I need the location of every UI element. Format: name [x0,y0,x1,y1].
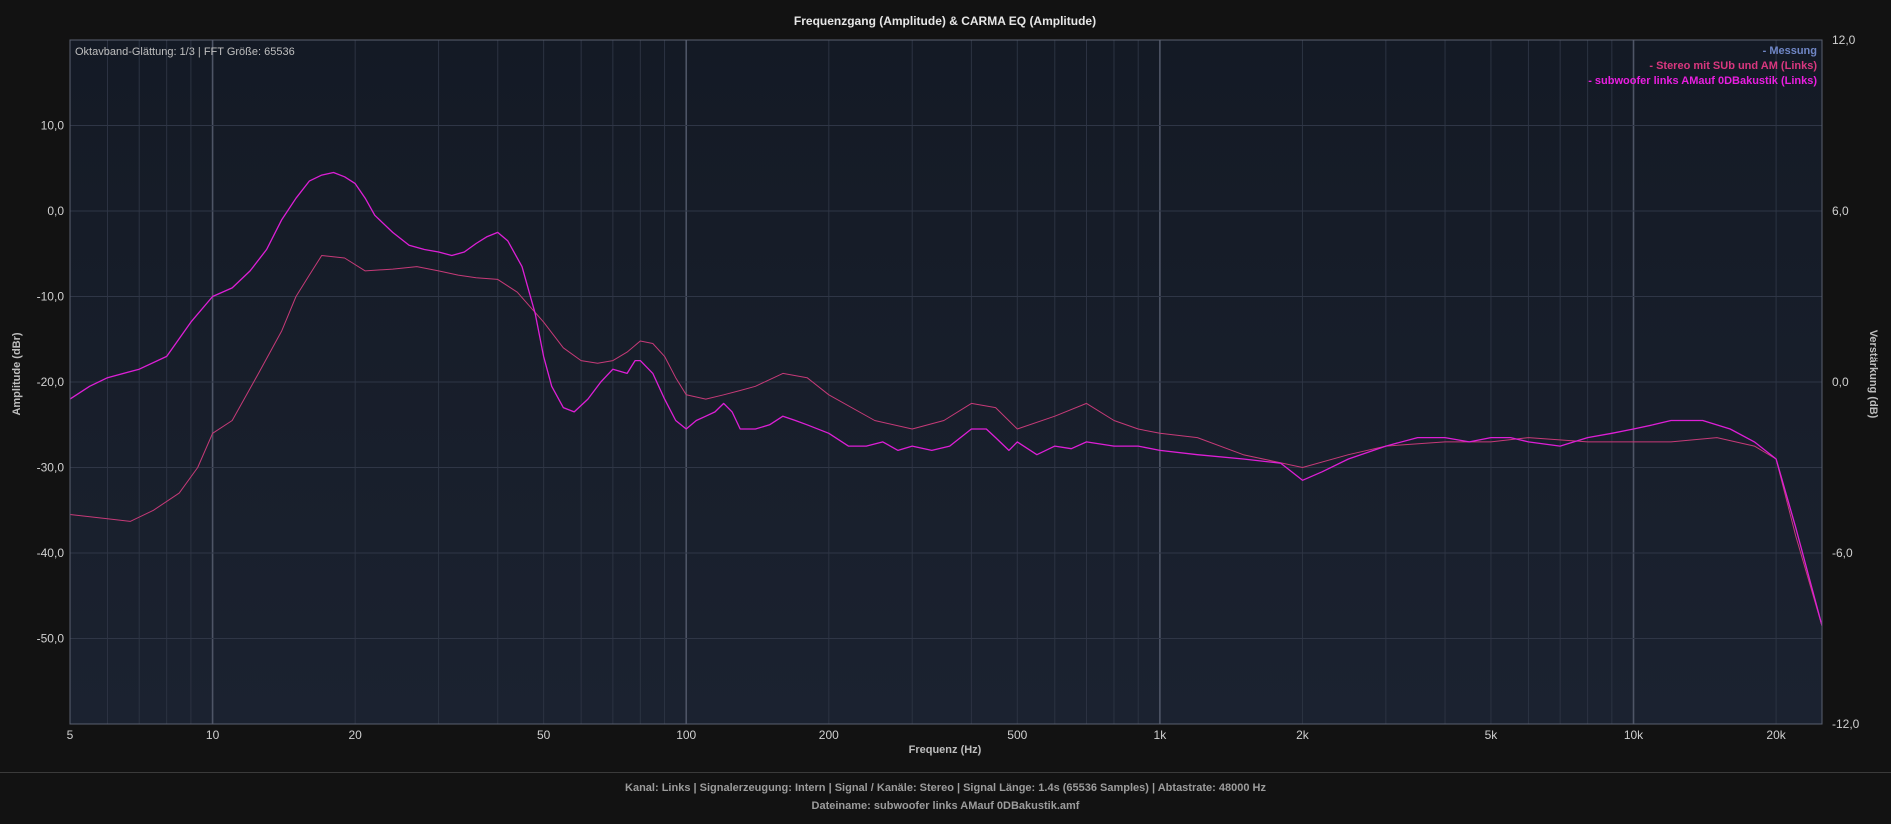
x-tick-label: 20 [348,728,362,742]
y-tick-label: 0,0 [47,204,64,218]
x-axis-label: Frequenz (Hz) [909,744,982,756]
y-tick-label: -30,0 [37,461,65,475]
footer-signal-info: Kanal: Links | Signalerzeugung: Intern |… [625,782,1266,794]
y2-axis-ticks: 12,0 6,0 0,0 -6,0 -12,0 [1832,33,1860,731]
y-axis-label: Amplitude (dBr) [11,332,23,415]
y-tick-label: -10,0 [37,290,65,304]
series-line-2 [69,171,1823,626]
legend-entry: - subwoofer links AMauf 0DBakustik (Link… [1588,75,1817,87]
chart-title: Frequenzgang (Amplitude) & CARMA EQ (Amp… [794,14,1096,28]
x-tick-label: 5k [1485,728,1499,742]
legend: - Messung - Stereo mit SUb und AM (Links)… [1588,45,1817,87]
x-axis-ticks: 5 10 20 50 100 200 500 1k 2k 5k 10k 20k [67,728,1787,742]
x-tick-label: 1k [1154,728,1168,742]
x-tick-label: 5 [67,728,74,742]
x-tick-label: 20k [1766,728,1786,742]
status-footer: Kanal: Links | Signalerzeugung: Intern |… [0,772,1891,824]
major-gridlines [70,40,1822,724]
y-axis-ticks: 10,0 0,0 -10,0 -20,0 -30,0 -40,0 -50,0 [37,119,65,646]
x-tick-label: 10 [206,728,220,742]
x-tick-label: 200 [819,728,839,742]
y-tick-label: -40,0 [37,546,65,560]
x-tick-label: 2k [1296,728,1310,742]
frequency-response-chart: Frequenzgang (Amplitude) & CARMA EQ (Amp… [11,14,1879,756]
y2-axis-label: Verstärkung (dB) [1867,330,1879,419]
legend-entry: - Stereo mit SUb und AM (Links) [1649,60,1817,72]
x-tick-label: 500 [1007,728,1027,742]
y2-tick-label: 6,0 [1832,204,1849,218]
x-tick-label: 10k [1624,728,1644,742]
y2-tick-label: -6,0 [1832,546,1853,560]
y2-tick-label: 0,0 [1832,375,1849,389]
footer-filename: Dateiname: subwoofer links AMauf 0DBakus… [811,800,1080,812]
y-tick-label: 10,0 [41,119,65,133]
y2-tick-label: 12,0 [1832,33,1856,47]
plot-border [69,39,1823,725]
y-tick-label: -20,0 [37,375,65,389]
y2-tick-label: -12,0 [1832,717,1860,731]
legend-entry: - Messung [1763,45,1817,57]
y-tick-label: -50,0 [37,632,65,646]
smoothing-info: Oktavband-Glättung: 1/3 | FFT Größe: 655… [75,46,295,58]
series-layer [69,171,1823,626]
x-tick-label: 100 [676,728,696,742]
x-tick-label: 50 [537,728,551,742]
